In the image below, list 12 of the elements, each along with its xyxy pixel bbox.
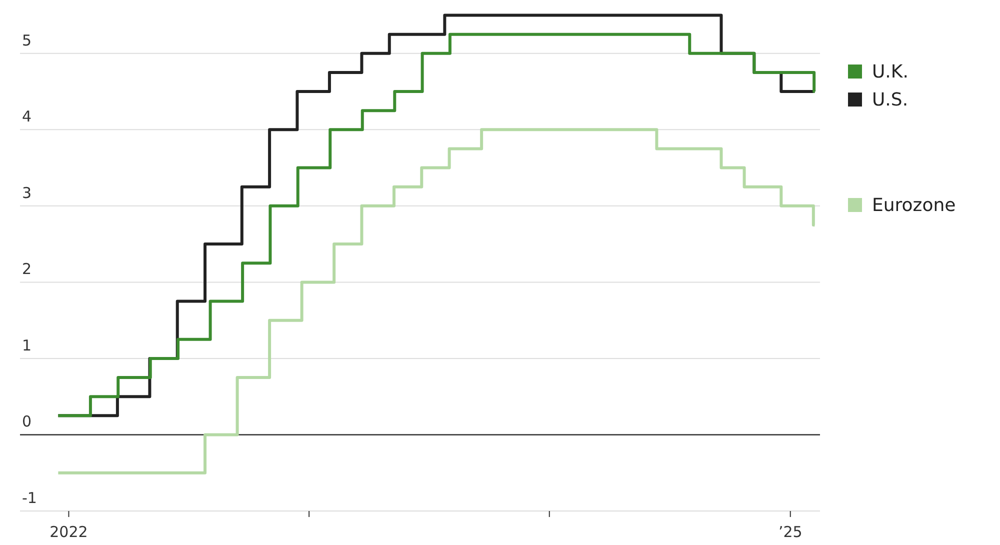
y-tick-label: 5 (22, 31, 32, 50)
y-tick-label: 1 (22, 336, 32, 354)
y-tick-label: 0 (22, 412, 32, 431)
y-tick-label: -1 (22, 489, 37, 507)
y-tick-label: 3 (22, 184, 32, 202)
legend-label: U.K. (872, 62, 908, 83)
y-tick-label: 4 (22, 108, 32, 126)
x-tick-label: ’25 (778, 523, 802, 541)
x-tick-label: 2022 (50, 523, 88, 541)
y-tick-label: 2 (22, 260, 32, 278)
legend-label: Eurozone (872, 194, 956, 216)
legend-label: U.S. (872, 90, 908, 111)
